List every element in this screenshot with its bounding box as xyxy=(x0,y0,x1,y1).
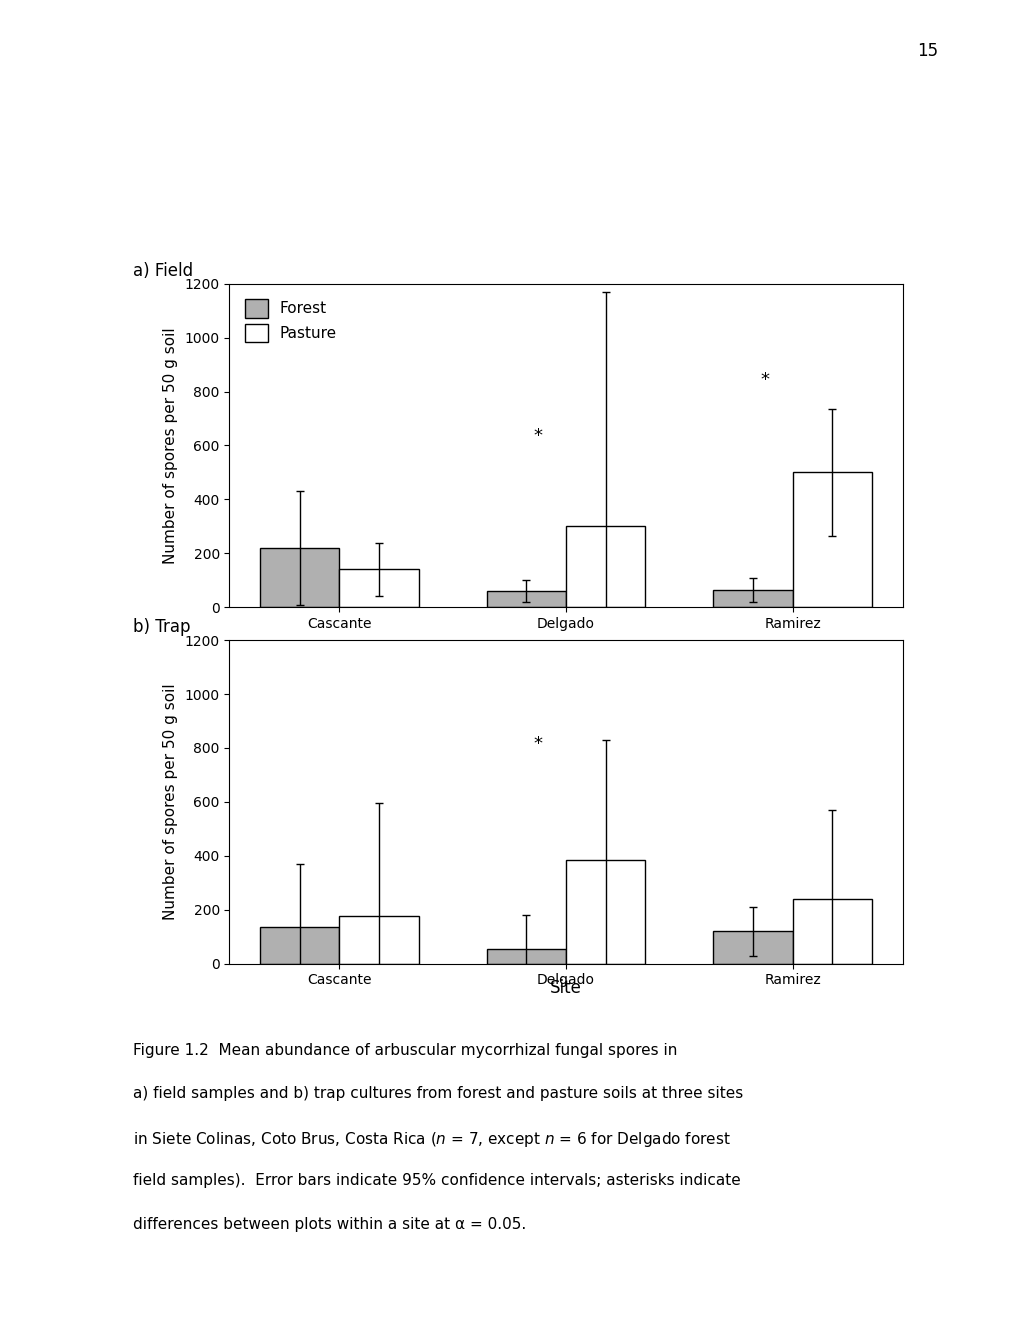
Bar xyxy=(339,916,419,964)
Text: Figure 1.2  Mean abundance of arbuscular mycorrhizal fungal spores in: Figure 1.2 Mean abundance of arbuscular … xyxy=(132,1043,677,1057)
Y-axis label: Number of spores per 50 g soil: Number of spores per 50 g soil xyxy=(163,327,177,564)
Bar xyxy=(792,899,871,964)
Bar xyxy=(566,527,645,607)
Text: Site: Site xyxy=(549,979,582,998)
Text: in Siete Colinas, Coto Brus, Costa Rica ($n$ = 7, except $n$ = 6 for Delgado for: in Siete Colinas, Coto Brus, Costa Rica … xyxy=(132,1130,730,1148)
Bar xyxy=(260,927,339,964)
Bar xyxy=(792,473,871,607)
Bar xyxy=(486,949,566,964)
Text: *: * xyxy=(760,371,768,389)
Text: a) field samples and b) trap cultures from forest and pasture soils at three sit: a) field samples and b) trap cultures fr… xyxy=(132,1086,742,1101)
Bar xyxy=(712,590,792,607)
Text: *: * xyxy=(533,735,542,754)
Text: b) Trap: b) Trap xyxy=(132,618,190,636)
Bar xyxy=(260,548,339,607)
Text: 15: 15 xyxy=(916,42,937,61)
Legend: Forest, Pasture: Forest, Pasture xyxy=(236,292,344,350)
Text: a) Field: a) Field xyxy=(132,261,193,280)
Text: *: * xyxy=(533,428,542,445)
Bar xyxy=(486,591,566,607)
Y-axis label: Number of spores per 50 g soil: Number of spores per 50 g soil xyxy=(163,684,177,920)
Bar xyxy=(566,859,645,964)
Text: differences between plots within a site at α = 0.05.: differences between plots within a site … xyxy=(132,1217,526,1232)
Text: field samples).  Error bars indicate 95% confidence intervals; asterisks indicat: field samples). Error bars indicate 95% … xyxy=(132,1173,740,1188)
Bar xyxy=(339,569,419,607)
Bar xyxy=(712,932,792,964)
